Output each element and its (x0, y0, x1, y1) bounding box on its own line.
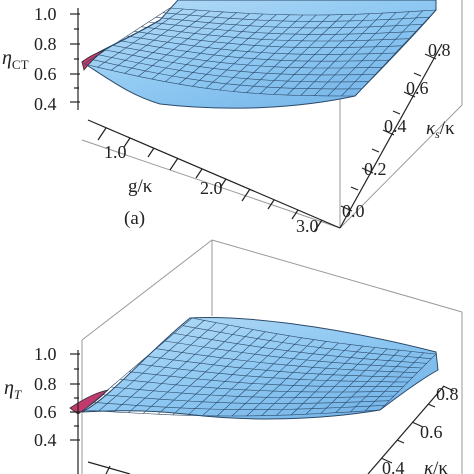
mesh-line-v (128, 371, 404, 387)
y-tick-b-0-8: 0.8 (436, 384, 459, 404)
y-axis-label-a: κs/κ (426, 118, 455, 141)
mesh-line-v (83, 409, 381, 417)
panel-a: 1.0 0.8 0.6 0.4 ηCT 1.0 2.0 3.0 g/κ (2, 0, 463, 236)
panel-label-a: (a) (124, 208, 145, 229)
y-tick-a-0-0: 0.0 (342, 201, 365, 221)
z-tick-b-0-4: 0.4 (34, 430, 57, 450)
panel-a-z-axis (70, 8, 80, 110)
mesh-line-v (164, 340, 423, 369)
y-tick-a-0-4: 0.4 (384, 116, 407, 136)
panel-b-y-axis (367, 385, 455, 474)
mesh-line-v (191, 317, 437, 355)
z-tick-b-1-0: 1.0 (34, 344, 57, 364)
mesh-line-v (91, 59, 362, 90)
mesh-line-v (112, 45, 383, 69)
z-axis-label-a: ηCT (2, 47, 29, 72)
mesh-line-v (141, 26, 410, 42)
panel-b-surface (69, 316, 439, 420)
mesh-line-v (105, 49, 376, 76)
y-tick-b-0-6: 0.6 (420, 422, 443, 442)
x-tick-a-1-0: 1.0 (104, 142, 127, 162)
mesh-line-v (148, 21, 416, 35)
mesh-line-v (126, 35, 396, 55)
panel-b: 1.0 0.8 0.6 0.4 ηT 0.4 0.6 0.8 κ/κ (4, 239, 463, 474)
surface-a-mesh (83, 7, 437, 97)
mesh-line-v (119, 379, 399, 393)
mesh-line-v (83, 63, 355, 97)
y-tick-b-0-4: 0.4 (382, 458, 405, 474)
x-tick-a-2-0: 2.0 (200, 178, 223, 198)
surface-b-mesh (83, 317, 437, 417)
mesh-line-v (146, 356, 413, 378)
mesh-line-v (101, 394, 390, 404)
z-tick-a-0-6: 0.6 (34, 64, 57, 84)
z-tick-a-1-0: 1.0 (34, 4, 57, 24)
x-axis-label-a: g/κ (128, 176, 153, 197)
panel-a-y-axis (339, 43, 443, 229)
panel-b-x-axis (87, 461, 131, 474)
mesh-line-v (98, 54, 369, 83)
z-tick-a-0-4: 0.4 (34, 94, 57, 114)
mesh-line-v (137, 363, 409, 383)
mesh-line-v (92, 402, 385, 411)
y-tick-a-0-2: 0.2 (364, 159, 387, 179)
mesh-line-v (173, 333, 427, 364)
mesh-line-v (182, 325, 432, 359)
panel-a-x-axis (87, 119, 341, 233)
y-tick-a-0-8: 0.8 (428, 40, 451, 60)
surface-b-fill (81, 316, 439, 420)
y-tick-a-0-6: 0.6 (406, 78, 429, 98)
z-tick-b-0-8: 0.8 (34, 374, 57, 394)
panel-a-surface (81, 0, 437, 109)
panel-b-z-axis (70, 350, 80, 474)
x-tick-a-3-0: 3.0 (296, 216, 319, 236)
mesh-line-v (119, 40, 389, 62)
mesh-line-v (169, 7, 437, 16)
z-tick-b-0-6: 0.6 (34, 402, 57, 422)
z-tick-a-0-8: 0.8 (34, 34, 57, 54)
y-axis-label-b: κ/κ (424, 458, 448, 474)
surface-a-fill (81, 0, 437, 109)
z-axis-label-b: ηT (4, 377, 22, 402)
mesh-line-v (155, 17, 423, 29)
mesh-line-v (134, 31, 403, 49)
mesh-line-v (110, 386, 395, 398)
mesh-line-v (155, 348, 418, 373)
mesh-line-v (162, 12, 430, 22)
